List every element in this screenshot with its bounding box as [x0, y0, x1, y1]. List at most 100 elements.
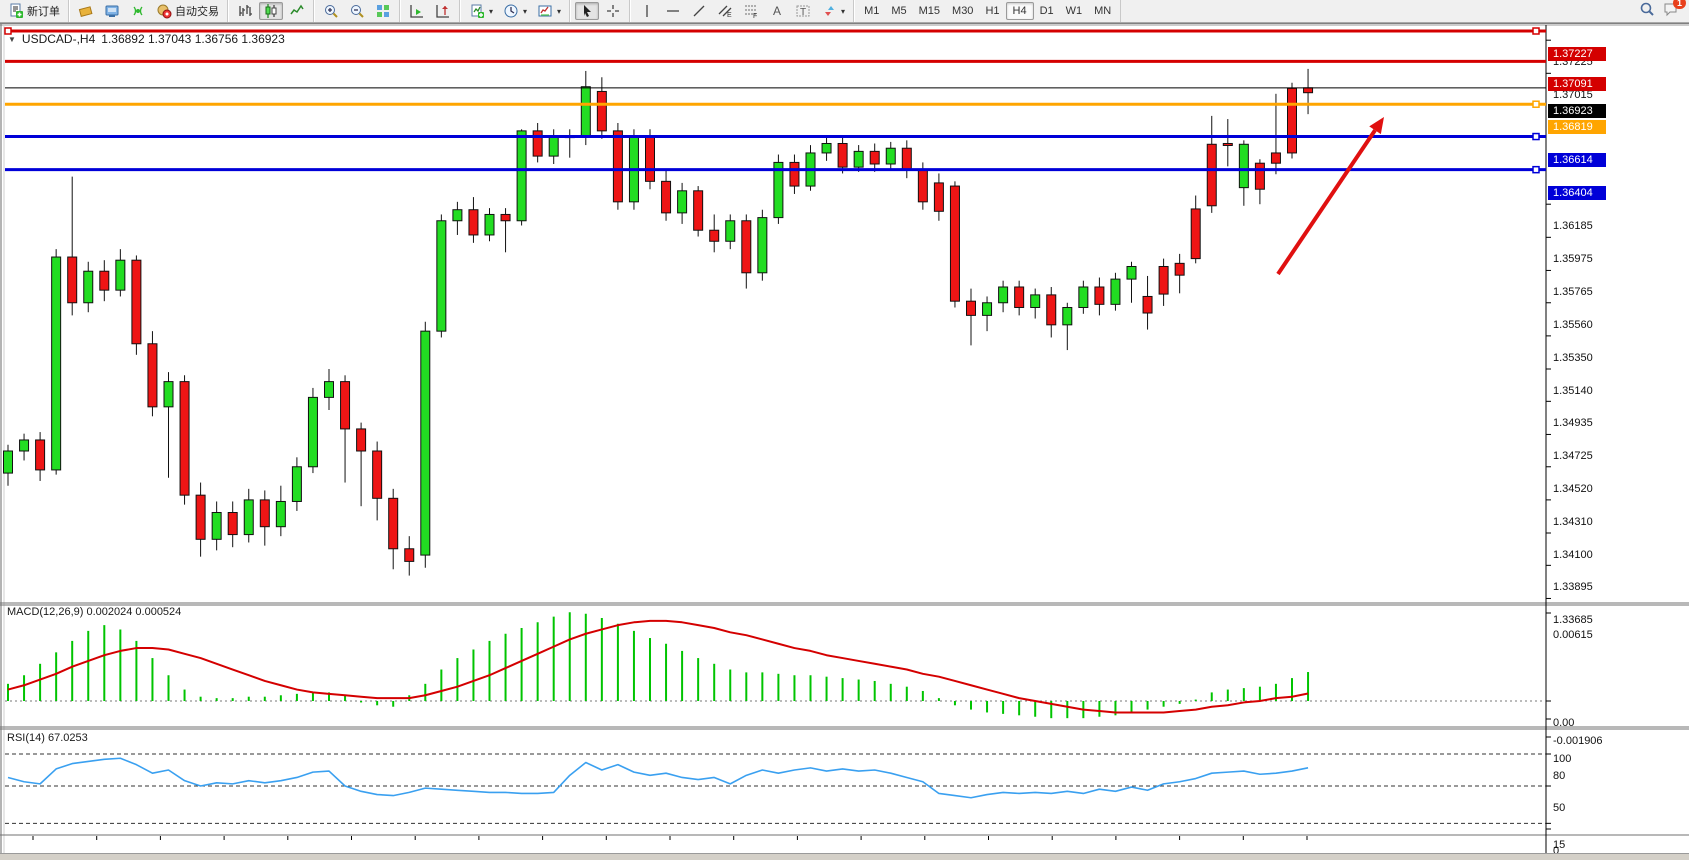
- zoom-in-button[interactable]: [319, 2, 343, 20]
- fibonacci-button[interactable]: F: [739, 2, 763, 20]
- candle: [516, 129, 527, 226]
- candle: [163, 372, 174, 478]
- notification-badge: 1: [1672, 0, 1686, 9]
- timeframe-button-h1[interactable]: H1: [985, 5, 1000, 17]
- price-axis-label: 1.34725: [1553, 450, 1593, 463]
- zoom-out-button[interactable]: [345, 2, 369, 20]
- new-chart-button[interactable]: ▾: [465, 2, 497, 20]
- macd-axis-label: -0.001906: [1553, 735, 1603, 747]
- trend-arrow[interactable]: [1276, 129, 1377, 276]
- signals-button[interactable]: [126, 2, 150, 20]
- candle: [1030, 288, 1041, 319]
- autotrade-button[interactable]: 自动交易: [152, 2, 223, 20]
- line-handle[interactable]: [4, 27, 12, 35]
- price-badge[interactable]: 1.37227: [1548, 47, 1606, 61]
- trend-arrow-head: [1369, 117, 1384, 135]
- auto-scroll-button[interactable]: [405, 2, 429, 20]
- chart-window[interactable]: ▼ USDCAD-,H4 1.36892 1.37043 1.36756 1.3…: [0, 23, 1689, 857]
- rsi-indicator-label: RSI(14) 67.0253: [7, 732, 88, 744]
- line-chart-button[interactable]: [285, 2, 309, 20]
- dropdown-caret-icon: ▾: [489, 6, 494, 16]
- chart-canvas[interactable]: [0, 24, 1689, 854]
- line-handle[interactable]: [1532, 165, 1540, 174]
- label-icon: T: [796, 5, 810, 18]
- candle: [131, 255, 142, 355]
- candle: [821, 135, 832, 161]
- price-badge[interactable]: 1.36404: [1548, 185, 1606, 200]
- price-badge[interactable]: 1.36614: [1548, 152, 1606, 167]
- timeframe-button-m15[interactable]: M15: [918, 5, 941, 17]
- vertical-line-button[interactable]: [635, 2, 659, 20]
- candle: [340, 375, 351, 483]
- new-order-label: 新订单: [27, 6, 60, 18]
- templates-icon: [538, 5, 552, 17]
- label-button[interactable]: T: [791, 2, 815, 20]
- candle: [725, 214, 736, 250]
- price-axis-label: 1.35975: [1553, 253, 1593, 266]
- window-bottom-edge: [0, 853, 1689, 860]
- svg-text:F: F: [753, 13, 757, 19]
- market-watch-button[interactable]: [74, 2, 98, 20]
- autotrade-label: 自动交易: [175, 6, 219, 18]
- candle: [1254, 159, 1265, 205]
- toolbar-group: [228, 0, 314, 22]
- candle: [3, 444, 13, 486]
- cursor-icon: [584, 5, 592, 17]
- timeframe-button-m1[interactable]: M1: [864, 5, 880, 17]
- chart-shift-button[interactable]: [431, 2, 455, 20]
- chat-button[interactable]: 1: [1663, 0, 1686, 22]
- shapes-button[interactable]: ▾: [817, 2, 849, 20]
- trendline-button[interactable]: [687, 2, 711, 20]
- timeframe-button-mn[interactable]: MN: [1094, 5, 1112, 17]
- timeframe-button-h4[interactable]: H4: [1005, 2, 1034, 20]
- line-handle[interactable]: [1532, 27, 1540, 35]
- candle: [1014, 280, 1025, 316]
- line-chart-icon: [290, 4, 304, 15]
- toolbar-group: [400, 0, 460, 22]
- profiles-button[interactable]: [100, 2, 124, 20]
- candle: [949, 181, 960, 308]
- new-order-button[interactable]: 新订单: [4, 2, 64, 20]
- dropdown-caret-icon: ▾: [557, 6, 562, 16]
- timeframe-button-d1[interactable]: D1: [1039, 5, 1054, 17]
- candle: [693, 186, 704, 237]
- price-badge[interactable]: 1.36819: [1548, 120, 1606, 135]
- timeframe-button-w1[interactable]: W1: [1065, 5, 1083, 17]
- tile-windows-button[interactable]: [371, 2, 395, 20]
- price-axis-label: 1.35560: [1553, 318, 1593, 331]
- templates-button[interactable]: ▾: [533, 2, 565, 20]
- channel-button[interactable]: E: [713, 2, 737, 20]
- horizontal-line-button[interactable]: [661, 2, 685, 20]
- crosshair-button[interactable]: [601, 2, 625, 20]
- new-chart-icon: [471, 4, 484, 18]
- signals-icon: [133, 6, 143, 16]
- text-button[interactable]: A: [765, 2, 789, 20]
- candlestick-button[interactable]: [259, 2, 283, 20]
- fibonacci-icon: F: [745, 5, 757, 19]
- timeframe-button-m30[interactable]: M30: [952, 5, 974, 17]
- candle: [1238, 140, 1249, 206]
- price-axis-label: 1.35140: [1553, 384, 1593, 397]
- macd-signal-line: [7, 619, 1309, 714]
- crosshair-icon: [607, 5, 620, 17]
- line-handle[interactable]: [1532, 132, 1540, 141]
- candle: [484, 208, 495, 242]
- toolbar-group: ▾ ▾ ▾: [460, 0, 571, 22]
- chevron-down-icon[interactable]: ▼: [8, 34, 16, 44]
- candle: [966, 288, 976, 346]
- svg-text:A: A: [773, 4, 781, 18]
- cursor-button[interactable]: [575, 2, 600, 20]
- market-watch-icon: [78, 6, 93, 18]
- timeframe-button-m5[interactable]: M5: [891, 5, 907, 17]
- bar-chart-button[interactable]: [233, 2, 257, 20]
- price-badge[interactable]: 1.37091: [1548, 77, 1606, 92]
- search-button[interactable]: [1639, 1, 1655, 22]
- candle: [324, 368, 334, 410]
- candle: [99, 260, 110, 302]
- price-badge[interactable]: 1.36923: [1548, 103, 1606, 118]
- line-handle[interactable]: [1532, 100, 1540, 108]
- chart-symbol-period: USDCAD-,H4: [21, 32, 96, 46]
- dropdown-caret-icon: ▾: [523, 6, 528, 16]
- periodicity-button[interactable]: ▾: [499, 2, 531, 20]
